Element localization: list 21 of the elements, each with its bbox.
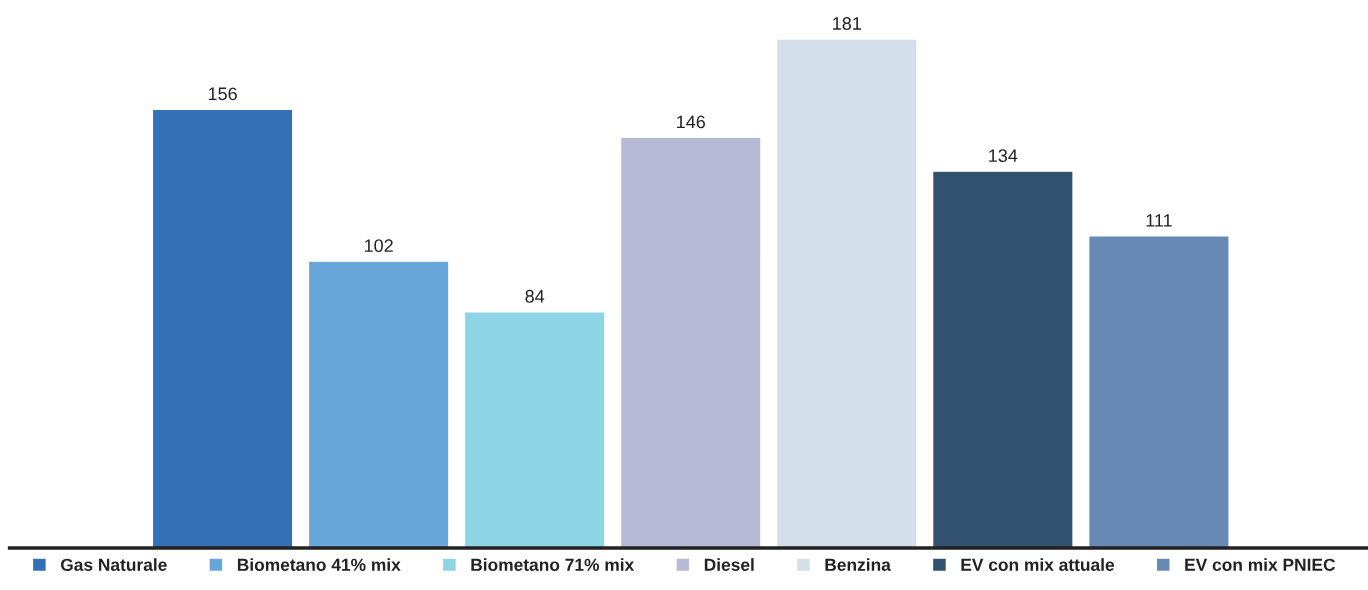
legend-label: Benzina (825, 558, 891, 571)
bar (307, 260, 450, 548)
data-label: 84 (525, 289, 545, 303)
legend-label: Biometano 41% mix (237, 558, 401, 571)
bar (619, 136, 762, 548)
bar (463, 311, 606, 548)
data-label: 111 (1146, 214, 1172, 227)
bar (775, 38, 918, 548)
bar (1087, 235, 1230, 548)
legend-label: EV con mix PNIEC (1185, 558, 1336, 571)
data-label: 134 (989, 149, 1018, 163)
data-label: 156 (208, 87, 237, 101)
legend-label: Biometano 71% mix (471, 558, 635, 571)
data-label: 146 (677, 115, 706, 129)
legend-label: Gas Naturale (60, 558, 167, 571)
legend-label: Diesel (704, 558, 754, 571)
bar (931, 170, 1074, 548)
bar (151, 108, 294, 548)
data-label: 181 (833, 17, 861, 30)
data-label: 102 (364, 239, 393, 253)
legend-label: EV con mix attuale (961, 558, 1115, 571)
